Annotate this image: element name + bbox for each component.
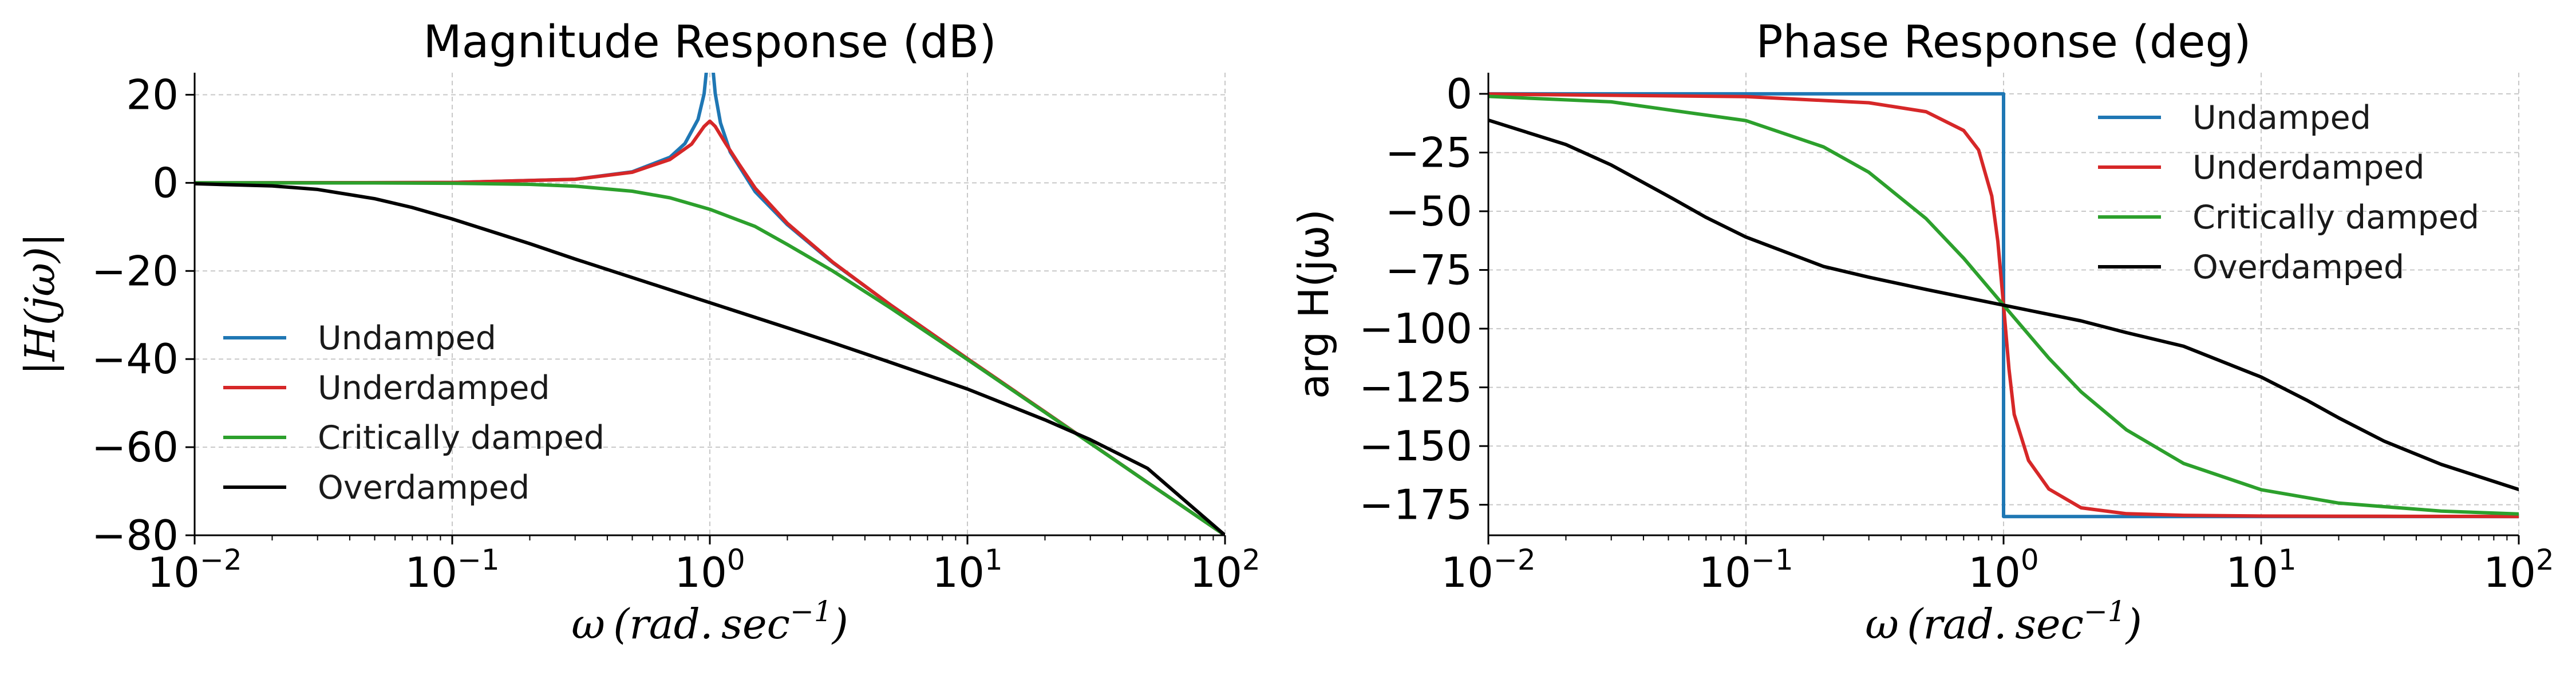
series-line-underdamped <box>1488 92 2519 519</box>
x-tick-label-exponent: −1 <box>1751 543 1793 577</box>
chart-title: Phase Response (deg) <box>1756 17 2251 68</box>
x-tick-label-exponent: 0 <box>727 543 745 577</box>
x-axis-label-part: ) <box>2125 600 2142 648</box>
y-axis-label: arg H(jω) <box>1290 209 1338 399</box>
legend: Undamped Underdamped Critically damped Over… <box>223 319 605 507</box>
chart-title: Magnitude Response (dB) <box>423 17 996 68</box>
y-tick-label: −50 <box>1385 187 1472 235</box>
x-tick-label: 10−2 <box>1441 543 1535 597</box>
y-tick-label: −125 <box>1359 364 1472 412</box>
y-tick-label: −100 <box>1359 305 1472 353</box>
legend-label: Undamped <box>2192 99 2371 137</box>
x-tick-label-base: 10 <box>405 548 457 597</box>
x-tick-label-base: 10 <box>1441 548 1494 597</box>
y-tick-label: −20 <box>92 247 179 295</box>
x-tick-label: 10−1 <box>1698 543 1793 597</box>
x-tick-label: 102 <box>1190 543 1260 597</box>
y-axis-label: |H(jω)| <box>16 233 64 376</box>
legend-label: Critically damped <box>318 419 605 457</box>
x-axis-label-part: ) <box>831 600 848 648</box>
legend-label: Critically damped <box>2192 199 2479 236</box>
x-tick-label-base: 10 <box>932 548 985 597</box>
x-tick-label-exponent: 0 <box>2021 543 2039 577</box>
y-tick-label: 0 <box>152 159 179 207</box>
x-tick-label: 100 <box>674 543 745 597</box>
x-tick-label: 101 <box>932 543 1002 597</box>
x-tick-label-base: 10 <box>1968 548 2021 597</box>
x-axis-label-part: −1 <box>790 595 832 628</box>
x-tick-label-exponent: 1 <box>2278 543 2297 577</box>
legend-label: Overdamped <box>2192 248 2404 286</box>
legend: Undamped Underdamped Critically damped Over… <box>2098 99 2479 286</box>
x-tick-label-base: 10 <box>2483 548 2536 597</box>
x-tick-label-base: 10 <box>1698 548 1751 597</box>
x-tick-label: 10−1 <box>405 543 499 597</box>
series-line-overdamped <box>195 181 1225 535</box>
series-line-overdamped <box>1488 118 2519 491</box>
legend-label: Overdamped <box>318 469 530 507</box>
series-line-critically-damped <box>1488 94 2519 516</box>
y-tick-label: −75 <box>1385 246 1472 294</box>
x-axis-label-part: −1 <box>2084 595 2126 628</box>
chart-panel-1: 10−2 10−1 100 101 102200−20−40−60−80Magnitud… <box>16 17 1261 648</box>
x-tick-label-exponent: 2 <box>1242 543 1261 577</box>
series-group <box>195 73 1225 535</box>
y-tick-label: −150 <box>1359 422 1472 470</box>
series-line-critically-damped <box>195 181 1225 535</box>
legend-label: Undamped <box>318 319 496 357</box>
x-tick-label-base: 10 <box>1190 548 1242 597</box>
x-tick-label: 101 <box>2226 543 2296 597</box>
y-tick-label: −175 <box>1359 481 1472 529</box>
y-tick-label: −60 <box>92 423 179 471</box>
y-tick-label: 20 <box>126 70 179 119</box>
y-tick-label: 0 <box>1446 70 1472 118</box>
legend-label: Underdamped <box>318 369 550 407</box>
x-tick-label-base: 10 <box>674 548 727 597</box>
chart-panel-2: 10−2 10−1 100 101 1020−25−50−75−100−125−150−… <box>1290 17 2554 648</box>
x-axis-label-part: (rad. sec <box>605 600 790 648</box>
x-tick-label-exponent: −2 <box>1494 543 1536 577</box>
x-tick-label: 100 <box>1968 543 2038 597</box>
x-tick-label-exponent: −1 <box>457 543 500 577</box>
x-tick-label-base: 10 <box>2226 548 2278 597</box>
x-axis-label: ω (rad. sec−1) <box>571 595 848 648</box>
series-group <box>1488 92 2519 519</box>
x-tick-label-exponent: −2 <box>200 543 242 577</box>
x-axis-label-part: ω <box>571 600 605 648</box>
x-tick-label-exponent: 2 <box>2536 543 2554 577</box>
y-tick-label: −25 <box>1385 128 1472 176</box>
x-axis-label: ω (rad. sec−1) <box>1865 595 2142 648</box>
x-tick-label-base: 10 <box>147 548 200 597</box>
y-tick-label: −80 <box>92 511 179 559</box>
x-tick-label: 10−2 <box>147 543 242 597</box>
x-tick-label-exponent: 1 <box>985 543 1003 577</box>
x-axis-label-part: (rad. sec <box>1899 600 2084 648</box>
x-tick-label: 102 <box>2483 543 2554 597</box>
x-axis-label-part: ω <box>1865 600 1899 648</box>
legend-label: Underdamped <box>2192 149 2425 187</box>
y-tick-label: −40 <box>92 335 179 383</box>
